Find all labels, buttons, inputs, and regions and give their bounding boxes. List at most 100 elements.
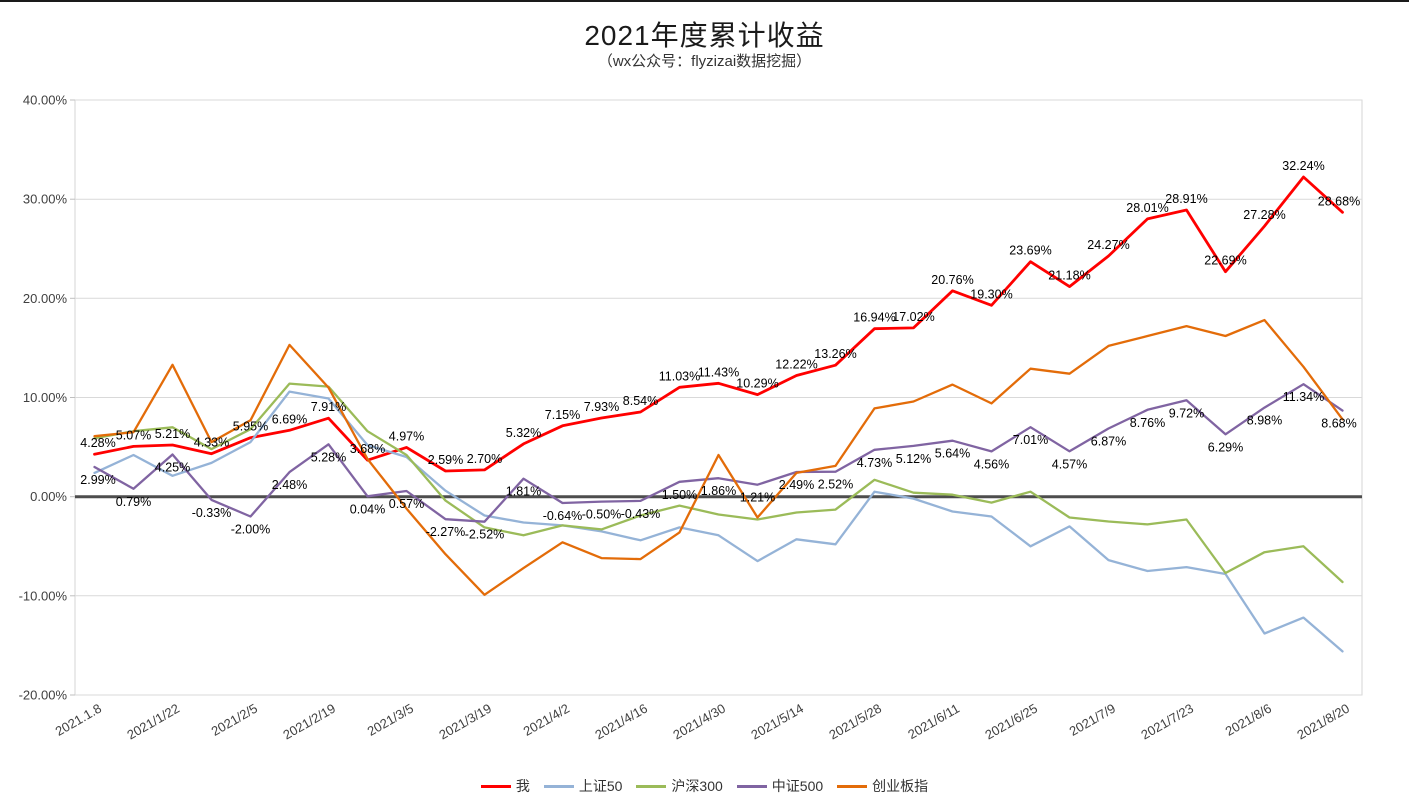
data-label-me: 8.54% <box>623 394 658 408</box>
data-label-me: 6.69% <box>272 412 307 426</box>
legend-item-me: 我 <box>480 776 530 796</box>
data-label-csi500: 1.81% <box>506 485 541 499</box>
data-label-me: 7.15% <box>545 408 580 422</box>
data-label-me: 22.69% <box>1204 254 1246 268</box>
data-label-me: 17.02% <box>892 310 934 324</box>
data-label-me: 21.18% <box>1048 269 1090 283</box>
data-label-csi500: 6.29% <box>1208 440 1243 454</box>
legend-label-csi300: 沪深300 <box>671 778 723 794</box>
data-label-me: 4.33% <box>194 436 229 450</box>
series-line-csi300 <box>93 382 1344 584</box>
data-label-csi500: -0.43% <box>621 507 661 521</box>
data-label-csi500: 8.98% <box>1247 414 1282 428</box>
data-label-me: 7.93% <box>584 400 619 414</box>
data-label-me: 12.22% <box>775 358 817 372</box>
series-line-chinext <box>93 318 1344 596</box>
legend-item-chinext: 创业板指 <box>837 776 928 796</box>
legend-label-chinext: 创业板指 <box>872 778 929 794</box>
x-axis-label: 2021/4/2 <box>521 701 572 739</box>
data-label-csi500: 5.12% <box>896 452 931 466</box>
data-label-me: 23.69% <box>1009 244 1051 258</box>
x-axis-label: 2021/5/28 <box>826 701 884 743</box>
data-label-me: 16.94% <box>853 311 895 325</box>
data-label-me: 4.97% <box>389 429 424 443</box>
legend-swatch-chinext <box>837 784 868 788</box>
data-label-me: 2.59% <box>428 453 463 467</box>
data-label-csi500: 8.68% <box>1321 417 1356 431</box>
data-label-me: 3.68% <box>350 442 385 456</box>
legend-item-sse50: 上证50 <box>543 776 623 796</box>
data-label-me: 24.27% <box>1087 238 1129 252</box>
x-axis-label: 2021/4/16 <box>592 701 650 743</box>
x-axis-label: 2021/4/30 <box>670 701 728 743</box>
data-label-me: 11.03% <box>659 369 700 383</box>
data-label-me: 13.26% <box>814 347 856 361</box>
data-label-csi500: 0.79% <box>116 495 151 509</box>
y-axis-label: 10.00% <box>23 390 68 405</box>
y-axis-label: -20.00% <box>19 688 68 703</box>
data-label-csi500: 4.56% <box>974 457 1009 471</box>
data-label-csi500: -2.52% <box>465 528 505 542</box>
series-line-me <box>93 175 1344 473</box>
data-label-me: 4.28% <box>80 436 115 450</box>
data-label-me: 20.76% <box>931 273 973 287</box>
data-label-csi500: 2.52% <box>818 478 853 492</box>
x-axis-label: 2021/3/5 <box>365 701 416 739</box>
x-axis-label: 2021/8/20 <box>1294 701 1352 743</box>
chart-legend: 我 上证50 沪深300 中证500 创业板指 <box>0 776 1409 796</box>
data-label-csi500: 4.73% <box>857 456 892 470</box>
legend-label-sse50: 上证50 <box>578 778 623 794</box>
x-axis-label: 2021/3/19 <box>436 701 494 743</box>
data-label-csi500: -0.50% <box>582 508 622 522</box>
data-label-csi500: -0.33% <box>192 506 232 520</box>
data-label-csi500: 1.21% <box>740 491 775 505</box>
series-line-csi500 <box>93 383 1344 523</box>
data-label-csi500: 2.48% <box>272 478 307 492</box>
x-axis-label: 2021.1.8 <box>53 701 104 739</box>
data-label-me: 10.29% <box>736 377 778 391</box>
data-label-me: 11.43% <box>698 365 739 379</box>
data-label-me: 2.70% <box>467 452 502 466</box>
data-label-me: 7.91% <box>311 400 346 414</box>
data-label-csi500: 1.86% <box>701 484 736 498</box>
data-label-me: 5.21% <box>155 427 190 441</box>
legend-item-csi500: 中证500 <box>736 776 824 796</box>
data-label-me: 27.28% <box>1243 208 1285 222</box>
y-axis-label: 40.00% <box>23 93 68 108</box>
data-label-csi500: 9.72% <box>1169 406 1204 420</box>
data-label-csi500: 2.99% <box>80 473 115 487</box>
x-axis-label: 2021/7/23 <box>1138 701 1196 743</box>
x-axis-label: 2021/1/22 <box>124 701 182 743</box>
y-axis-label: 0.00% <box>30 489 67 504</box>
data-label-me: 32.24% <box>1282 159 1324 173</box>
legend-swatch-csi500 <box>736 784 767 788</box>
x-axis-label: 2021/8/6 <box>1223 701 1274 739</box>
data-label-me: 5.07% <box>116 428 151 442</box>
data-label-me: 5.32% <box>506 426 541 440</box>
data-label-csi500: 0.04% <box>350 502 385 516</box>
data-label-csi500: 4.57% <box>1052 457 1087 471</box>
data-label-csi500: 2.49% <box>779 478 814 492</box>
legend-swatch-me <box>480 784 511 788</box>
data-label-csi500: -0.64% <box>543 509 583 523</box>
series-line-sse50 <box>93 390 1344 653</box>
chart-subtitle: （wx公众号：flyzizai数据挖掘） <box>597 53 812 70</box>
data-label-csi500: 4.25% <box>155 461 190 475</box>
data-label-csi500: -2.00% <box>231 523 271 537</box>
data-label-csi500: -2.27% <box>426 525 466 539</box>
data-label-csi500: 5.28% <box>311 450 346 464</box>
x-axis-label: 2021/5/14 <box>748 701 806 743</box>
x-axis-label: 2021/7/9 <box>1067 701 1118 739</box>
legend-item-csi300: 沪深300 <box>636 776 723 796</box>
legend-swatch-sse50 <box>543 784 574 788</box>
chart-title: 2021年度累计收益 <box>584 20 825 51</box>
legend-swatch-csi300 <box>636 784 667 788</box>
data-label-me: 5.95% <box>233 420 268 434</box>
data-label-csi500: 11.34% <box>1283 390 1324 404</box>
data-label-csi500: 1.50% <box>662 488 697 502</box>
x-axis-label: 2021/6/11 <box>905 701 962 742</box>
legend-label-csi500: 中证500 <box>771 778 824 794</box>
data-label-csi500: 7.01% <box>1013 433 1048 447</box>
data-label-me: 19.30% <box>970 287 1012 301</box>
